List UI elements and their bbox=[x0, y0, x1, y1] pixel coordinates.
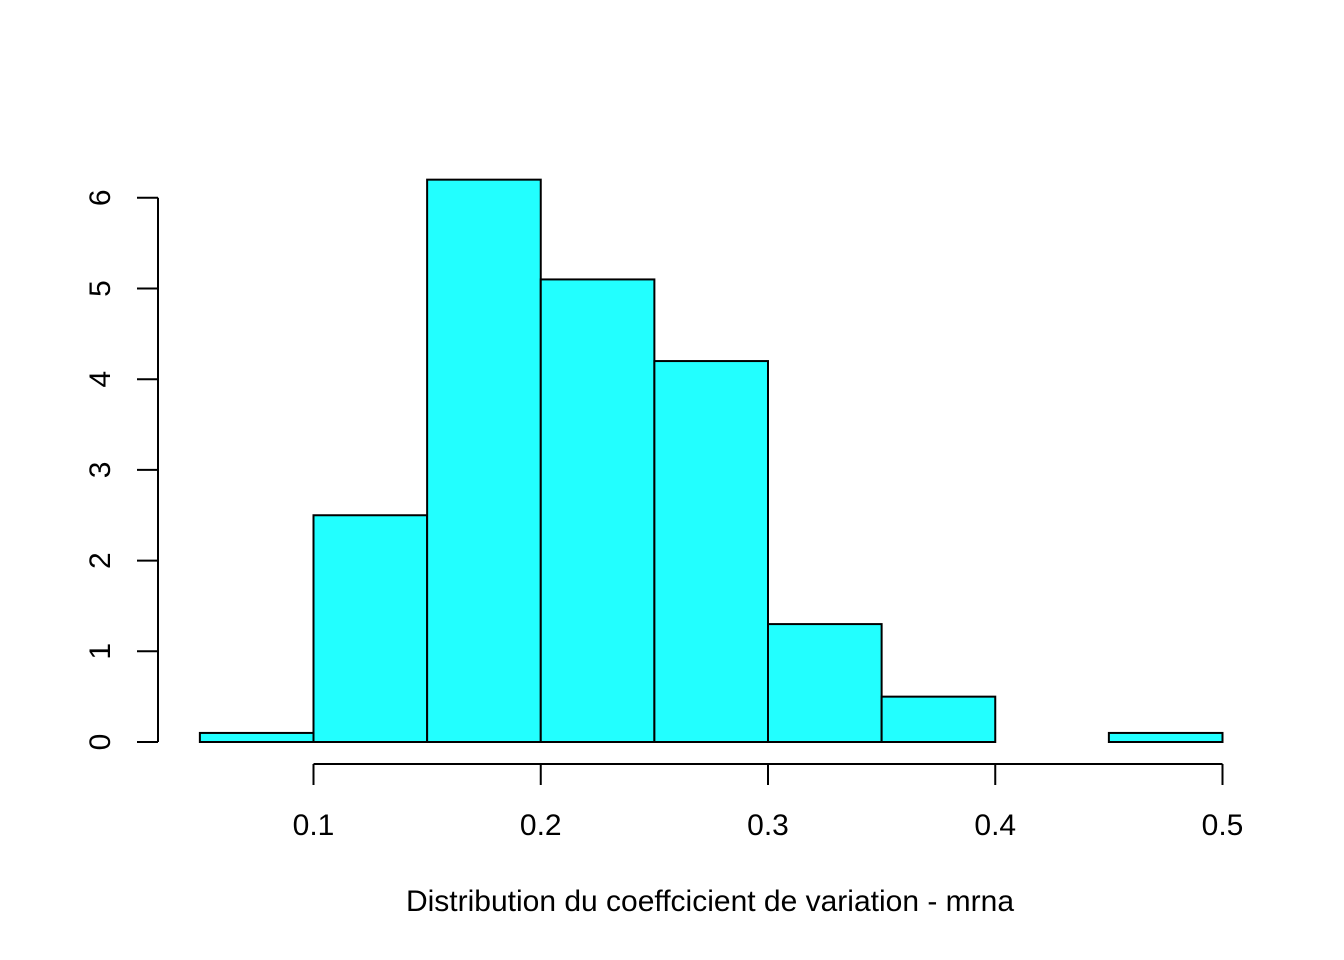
histogram-bar bbox=[1107, 731, 1224, 743]
x-tick-label: 0.1 bbox=[293, 809, 335, 842]
histogram-bar bbox=[767, 623, 883, 744]
y-tick-label: 3 bbox=[84, 462, 117, 479]
x-tick-label: 0.4 bbox=[974, 809, 1016, 842]
y-tick-label: 6 bbox=[84, 189, 117, 206]
x-tick-label: 0.5 bbox=[1202, 809, 1244, 842]
histogram-bar bbox=[312, 514, 429, 743]
y-tick-label: 1 bbox=[84, 643, 117, 660]
histogram-bars bbox=[198, 178, 1224, 744]
y-tick-label: 2 bbox=[84, 552, 117, 569]
y-axis: 0 1 2 3 4 5 6 bbox=[84, 189, 159, 751]
x-tick-label: 0.2 bbox=[520, 809, 562, 842]
y-tick-label: 4 bbox=[84, 371, 117, 388]
histogram-bar bbox=[539, 278, 656, 743]
histogram-bar bbox=[426, 178, 542, 744]
histogram-bar bbox=[198, 731, 315, 743]
y-tick-label: 0 bbox=[84, 734, 117, 751]
histogram-bar bbox=[880, 695, 997, 744]
histogram-bar bbox=[653, 360, 769, 743]
x-axis: 0.1 0.2 0.3 0.4 0.5 bbox=[293, 763, 1244, 842]
y-tick-label: 5 bbox=[84, 280, 117, 297]
x-tick-label: 0.3 bbox=[747, 809, 789, 842]
x-axis-title: Distribution du coeffcicient de variatio… bbox=[406, 885, 1014, 918]
